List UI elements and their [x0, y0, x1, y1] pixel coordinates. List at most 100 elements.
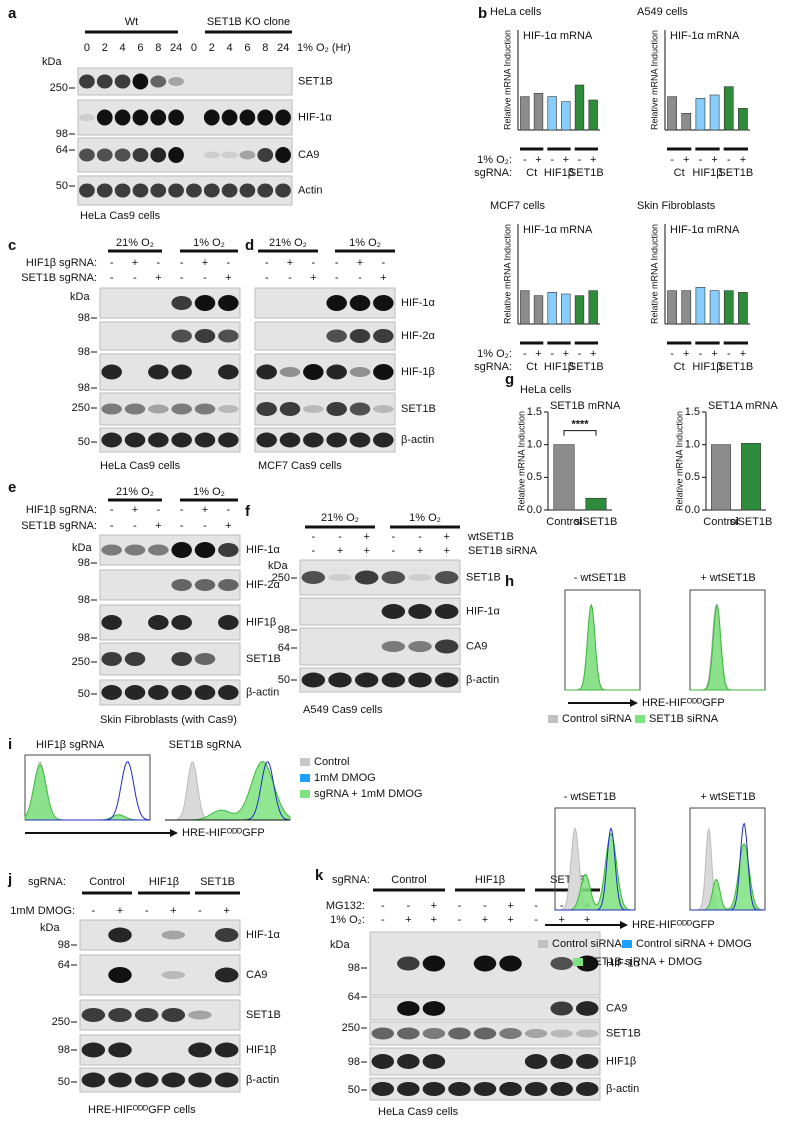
legend-swatch: [622, 940, 632, 948]
band: [194, 432, 216, 448]
sign: +: [363, 545, 369, 557]
band: [381, 672, 406, 688]
band: [221, 183, 238, 198]
band: [96, 109, 113, 126]
x-tick-label: -: [578, 154, 582, 166]
sign: -: [391, 545, 395, 557]
band: [114, 109, 131, 126]
group-label: Ct: [674, 361, 685, 373]
band: [101, 432, 122, 448]
x-tick-label: -: [550, 348, 554, 360]
band: [349, 295, 371, 311]
sign: +: [380, 272, 386, 284]
band: [499, 955, 522, 972]
group-label: 1% O₂: [349, 237, 381, 249]
sign: -: [311, 257, 315, 269]
band: [301, 672, 326, 688]
bar: [723, 290, 734, 325]
panel-label: c: [8, 237, 16, 254]
band: [371, 1027, 395, 1040]
histogram: [690, 603, 765, 691]
chart-subtitle: HIF-1α mRNA: [523, 30, 593, 42]
bar: [533, 295, 544, 325]
legend-swatch: [300, 790, 310, 798]
blot-strip: [299, 667, 461, 693]
band: [256, 432, 277, 448]
hist-title: + wtSET1B: [700, 791, 755, 803]
band: [171, 579, 192, 591]
band: [218, 295, 239, 311]
mw-marker: 250: [72, 656, 90, 668]
band: [473, 1027, 497, 1040]
axis-label: HRE-HIFᴼᴰᴰGFP: [182, 827, 265, 839]
band: [171, 615, 192, 630]
sign: -: [110, 272, 114, 284]
band: [134, 1008, 159, 1022]
histogram: [25, 761, 151, 821]
sign: -: [180, 272, 184, 284]
mw-marker: 64: [56, 144, 68, 156]
blot-label: β-actin: [466, 674, 499, 686]
row-label: HIF1β sgRNA:: [26, 504, 97, 516]
group-label: 1% O₂: [193, 237, 225, 249]
row-label: sgRNA:: [474, 361, 512, 373]
band: [550, 1029, 573, 1038]
sign: -: [133, 272, 137, 284]
blot-strip: [79, 1067, 241, 1093]
band: [108, 1008, 132, 1022]
blot-label: CA9: [298, 149, 319, 161]
arrow-head: [170, 829, 178, 837]
sign: -: [406, 900, 410, 912]
band: [194, 685, 216, 700]
band: [575, 1081, 599, 1097]
band: [550, 1054, 573, 1069]
mw-marker: 98: [78, 594, 90, 606]
histogram: [690, 822, 765, 911]
condition-label: 1% O₂ (Hr): [297, 42, 351, 54]
sign: -: [311, 545, 315, 557]
y-axis-label: Relative mRNA Induction: [649, 224, 659, 324]
legend-swatch: [300, 774, 310, 782]
band: [257, 148, 274, 162]
mw-marker: 250: [342, 1022, 360, 1034]
band: [218, 405, 239, 413]
band: [328, 574, 352, 581]
group-label: Ct: [674, 167, 685, 179]
band: [373, 405, 394, 413]
y-axis-label: Relative mRNA Induction: [516, 411, 526, 511]
x-tick-label: siSET1B: [575, 516, 618, 528]
legend-label: Control siRNA: [562, 713, 632, 725]
bar: [709, 290, 720, 325]
mw-marker: 50: [56, 180, 68, 192]
band: [171, 685, 192, 700]
band: [168, 109, 184, 126]
kda-label: kDa: [330, 939, 350, 951]
band: [81, 1042, 106, 1058]
group-label: Control: [89, 876, 124, 888]
band: [96, 74, 113, 89]
y-tick-label: 1.0: [685, 439, 700, 451]
group-label: HIF1β: [544, 167, 574, 179]
blot-strip: [99, 534, 241, 566]
chart-subtitle: SET1A mRNA: [708, 400, 778, 412]
histogram: [690, 603, 765, 691]
sign: +: [507, 900, 513, 912]
blot-label: SET1B: [401, 403, 436, 415]
band: [422, 955, 446, 972]
band: [326, 432, 347, 448]
bar: [574, 295, 585, 325]
blot-strip: [99, 569, 241, 601]
mw-marker: 98: [78, 312, 90, 324]
band: [101, 403, 122, 415]
y-tick-label: 0.0: [685, 504, 700, 516]
mw-marker: 98: [278, 624, 290, 636]
band: [422, 1001, 446, 1016]
band: [381, 604, 406, 619]
sign: -: [180, 520, 184, 532]
band: [279, 432, 301, 448]
bar: [553, 444, 575, 511]
band: [218, 364, 239, 380]
legend-label: Control: [314, 756, 349, 768]
band: [408, 672, 432, 688]
chart-title: A549 cells: [637, 6, 688, 18]
